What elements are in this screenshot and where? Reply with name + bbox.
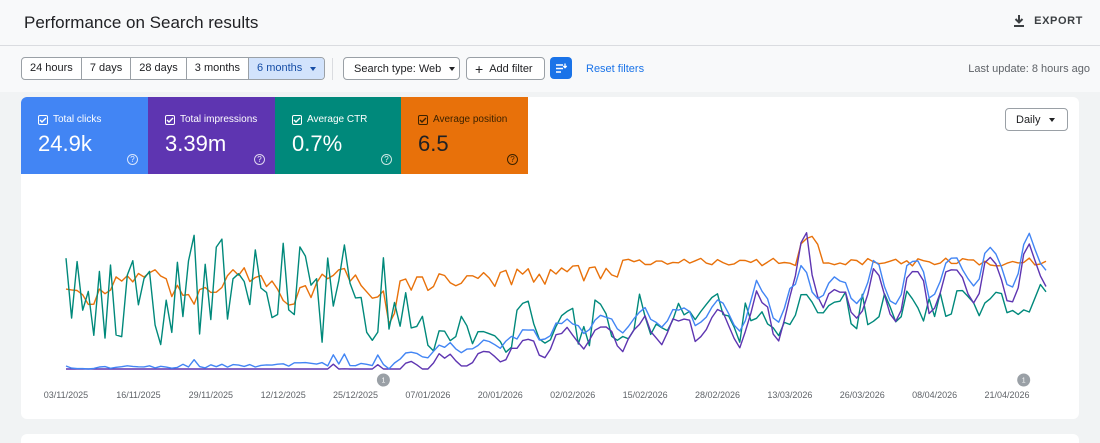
metric-label: Total impressions [180, 114, 258, 125]
page-header: Performance on Search results EXPORT [0, 0, 1100, 46]
performance-chart-card: 03/11/2025 16/11/2025 29/11/2025 12/12/2025… [21, 97, 1079, 419]
annotation-marker[interactable]: 1 [1017, 373, 1031, 387]
add-filter-label: Add filter [489, 62, 533, 75]
metric-total-clicks[interactable]: Total clicks 24.9k ? [21, 97, 148, 174]
export-label: EXPORT [1034, 15, 1083, 27]
x-tick-label: 03/11/2025 [44, 390, 88, 400]
annotation-badge[interactable] [1017, 373, 1031, 387]
annotation-label: 1 [1022, 378, 1026, 385]
range-label: 24 hours [30, 62, 73, 74]
metric-value: 6.5 [418, 131, 449, 156]
caret-down-icon [449, 66, 456, 71]
filter-options-button[interactable] [550, 57, 572, 79]
series-line-average-position [65, 235, 1047, 325]
reset-filters-link[interactable]: Reset filters [586, 63, 645, 75]
metric-label: Average CTR [307, 114, 368, 125]
metric-value: 0.7% [292, 131, 343, 156]
export-button[interactable]: EXPORT [1012, 14, 1083, 28]
x-tick-label: 25/12/2025 [333, 390, 378, 400]
metric-label: Total clicks [53, 114, 102, 125]
x-tick-label: 16/11/2025 [116, 390, 160, 400]
checkbox-checked-icon[interactable] [418, 114, 428, 125]
metric-value: 24.9k [38, 131, 92, 156]
plus-icon: + [475, 60, 484, 77]
metric-label: Average position [433, 114, 508, 125]
x-tick-label: 02/02/2026 [550, 390, 595, 400]
range-3-months[interactable]: 3 months [187, 58, 250, 79]
checkbox-checked-icon[interactable] [292, 114, 302, 125]
search-type-label: Search type: Web [354, 62, 442, 75]
performance-line-chart: 03/11/2025 16/11/2025 29/11/2025 12/12/2025… [44, 232, 1047, 400]
toolbar-divider [332, 58, 333, 80]
metric-value: 3.39m [165, 131, 227, 156]
range-28-days[interactable]: 28 days [131, 58, 187, 79]
range-24-hours[interactable]: 24 hours [22, 58, 82, 79]
page-title: Performance on Search results [24, 13, 259, 32]
annotation-marker[interactable]: 1 [376, 373, 390, 387]
series-line-total-clicks [65, 232, 1047, 370]
x-tick-label: 08/04/2026 [912, 390, 957, 400]
x-tick-label: 21/04/2026 [984, 390, 1029, 400]
metric-total-impressions[interactable]: Total impressions 3.39m ? [148, 97, 275, 174]
x-tick-label: 26/03/2026 [840, 390, 885, 400]
granularity-dropdown[interactable]: Daily [1005, 108, 1068, 131]
x-tick-label: 15/02/2026 [623, 390, 668, 400]
search-type-dropdown[interactable]: Search type: Web [343, 57, 460, 80]
x-tick-label: 12/12/2025 [261, 390, 306, 400]
filter-list-icon [555, 63, 567, 73]
bottom-panel [21, 434, 1079, 443]
date-range-selector: 24 hours 7 days 28 days 3 months 6 month… [21, 57, 326, 80]
help-icon[interactable]: ? [381, 154, 392, 165]
checkbox-checked-icon[interactable] [165, 114, 175, 125]
add-filter-button[interactable]: + Add filter [466, 57, 545, 80]
range-label: 3 months [194, 62, 241, 74]
checkbox-checked-icon[interactable] [38, 114, 48, 125]
range-label: 7 days [89, 62, 123, 74]
help-icon[interactable]: ? [127, 154, 138, 165]
range-6-months[interactable]: 6 months [249, 58, 325, 79]
help-icon[interactable]: ? [254, 154, 265, 165]
metric-average-ctr[interactable]: Average CTR 0.7% ? [275, 97, 402, 174]
granularity-label: Daily [1016, 113, 1041, 126]
caret-down-icon [310, 66, 317, 71]
series-line-average-ctr [65, 234, 1047, 353]
range-7-days[interactable]: 7 days [82, 58, 132, 79]
last-update-text: Last update: 8 hours ago [968, 63, 1090, 75]
range-label: 28 days [139, 62, 178, 74]
x-tick-label: 07/01/2026 [405, 390, 450, 400]
range-label: 6 months [257, 62, 303, 74]
download-icon [1014, 15, 1025, 27]
x-tick-label: 20/01/2026 [478, 390, 523, 400]
filter-toolbar: 24 hours 7 days 28 days 3 months 6 month… [0, 46, 1100, 92]
annotation-badge[interactable] [376, 373, 390, 387]
x-tick-label: 29/11/2025 [189, 390, 233, 400]
help-icon[interactable]: ? [507, 154, 518, 165]
metric-average-position[interactable]: Average position 6.5 ? [401, 97, 528, 174]
caret-down-icon [1049, 117, 1056, 122]
annotation-label: 1 [381, 378, 385, 385]
series-line-total-impressions [66, 232, 1047, 370]
x-tick-label: 13/03/2026 [767, 390, 812, 400]
x-tick-label: 28/02/2026 [695, 390, 740, 400]
